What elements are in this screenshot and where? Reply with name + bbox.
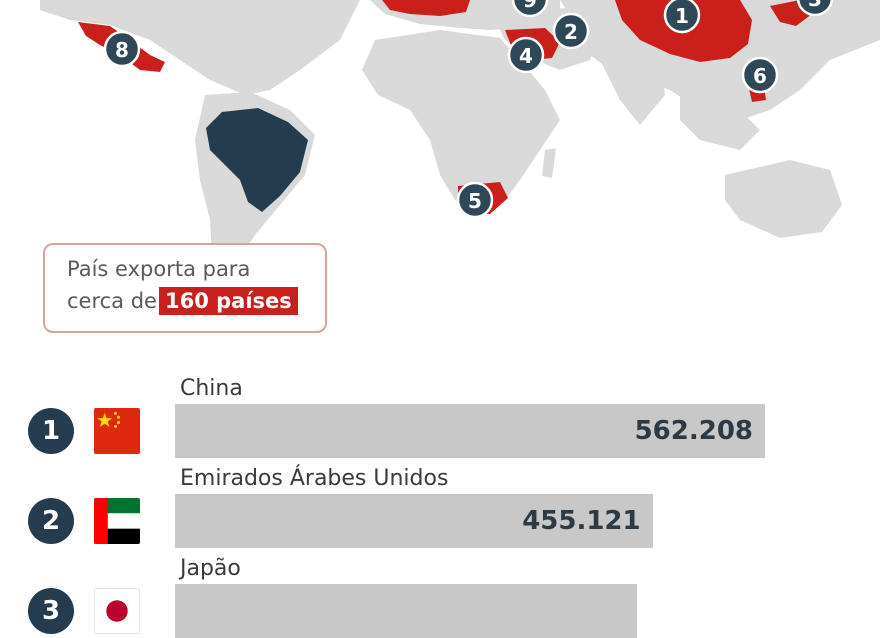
bar-row-china: China 562.208 1 <box>0 360 880 458</box>
country-label-japan: Japão <box>180 556 241 581</box>
ranking-bar-chart: China 562.208 1 Emirados Árabes Unidos 4… <box>0 360 880 638</box>
callout-prefix: cerca de <box>67 289 157 313</box>
country-label-china: China <box>180 376 243 401</box>
svg-text:2: 2 <box>564 20 578 44</box>
map-marker-5: 5 <box>456 181 494 219</box>
bar-uae: 455.121 <box>175 494 653 548</box>
rank-badge-1: 1 <box>28 408 74 454</box>
rank-badge-3: 3 <box>28 588 74 634</box>
country-label-uae: Emirados Árabes Unidos <box>180 466 449 491</box>
map-marker-2: 2 <box>552 12 590 50</box>
map-india <box>600 60 665 125</box>
ae-flag-icon <box>94 498 140 544</box>
svg-text:6: 6 <box>753 64 767 88</box>
bar-value-china: 562.208 <box>634 416 753 446</box>
svg-text:5: 5 <box>468 189 482 213</box>
map-southeast-asia <box>680 95 760 150</box>
map-madagascar <box>542 148 556 178</box>
bar-row-uae: Emirados Árabes Unidos 455.121 2 <box>0 450 880 548</box>
rank-badge-2: 2 <box>28 498 74 544</box>
callout-highlight: 160 países <box>158 287 298 315</box>
svg-text:3: 3 <box>808 0 822 11</box>
svg-text:8: 8 <box>115 38 129 62</box>
bar-row-japan: Japão 3 <box>0 540 880 638</box>
map-brazil <box>206 108 308 212</box>
cn-flag-icon <box>94 408 140 454</box>
svg-text:9: 9 <box>523 0 537 12</box>
svg-text:1: 1 <box>675 4 689 28</box>
map-europe-destinations <box>382 0 470 16</box>
bar-china: 562.208 <box>175 404 765 458</box>
map-north-america <box>40 0 360 95</box>
map-marker-6: 6 <box>741 56 779 94</box>
map-africa <box>362 30 560 215</box>
map-marker-1: 1 <box>663 0 701 34</box>
callout-line-2: cerca de 160 países <box>67 287 298 315</box>
map-marker-4: 4 <box>507 36 545 74</box>
world-map: 1 2 3 4 5 6 8 9 <box>40 0 880 290</box>
map-marker-9: 9 <box>511 0 549 18</box>
bar-japan <box>175 584 637 638</box>
callout-line-1: País exporta para <box>67 257 251 281</box>
export-callout: País exporta para cerca de 160 países <box>43 243 327 333</box>
svg-text:4: 4 <box>519 44 533 68</box>
map-australia <box>725 160 842 238</box>
jp-flag-icon <box>94 588 140 634</box>
bar-value-uae: 455.121 <box>522 506 641 536</box>
map-marker-3: 3 <box>796 0 834 17</box>
map-marker-8: 8 <box>103 30 141 68</box>
